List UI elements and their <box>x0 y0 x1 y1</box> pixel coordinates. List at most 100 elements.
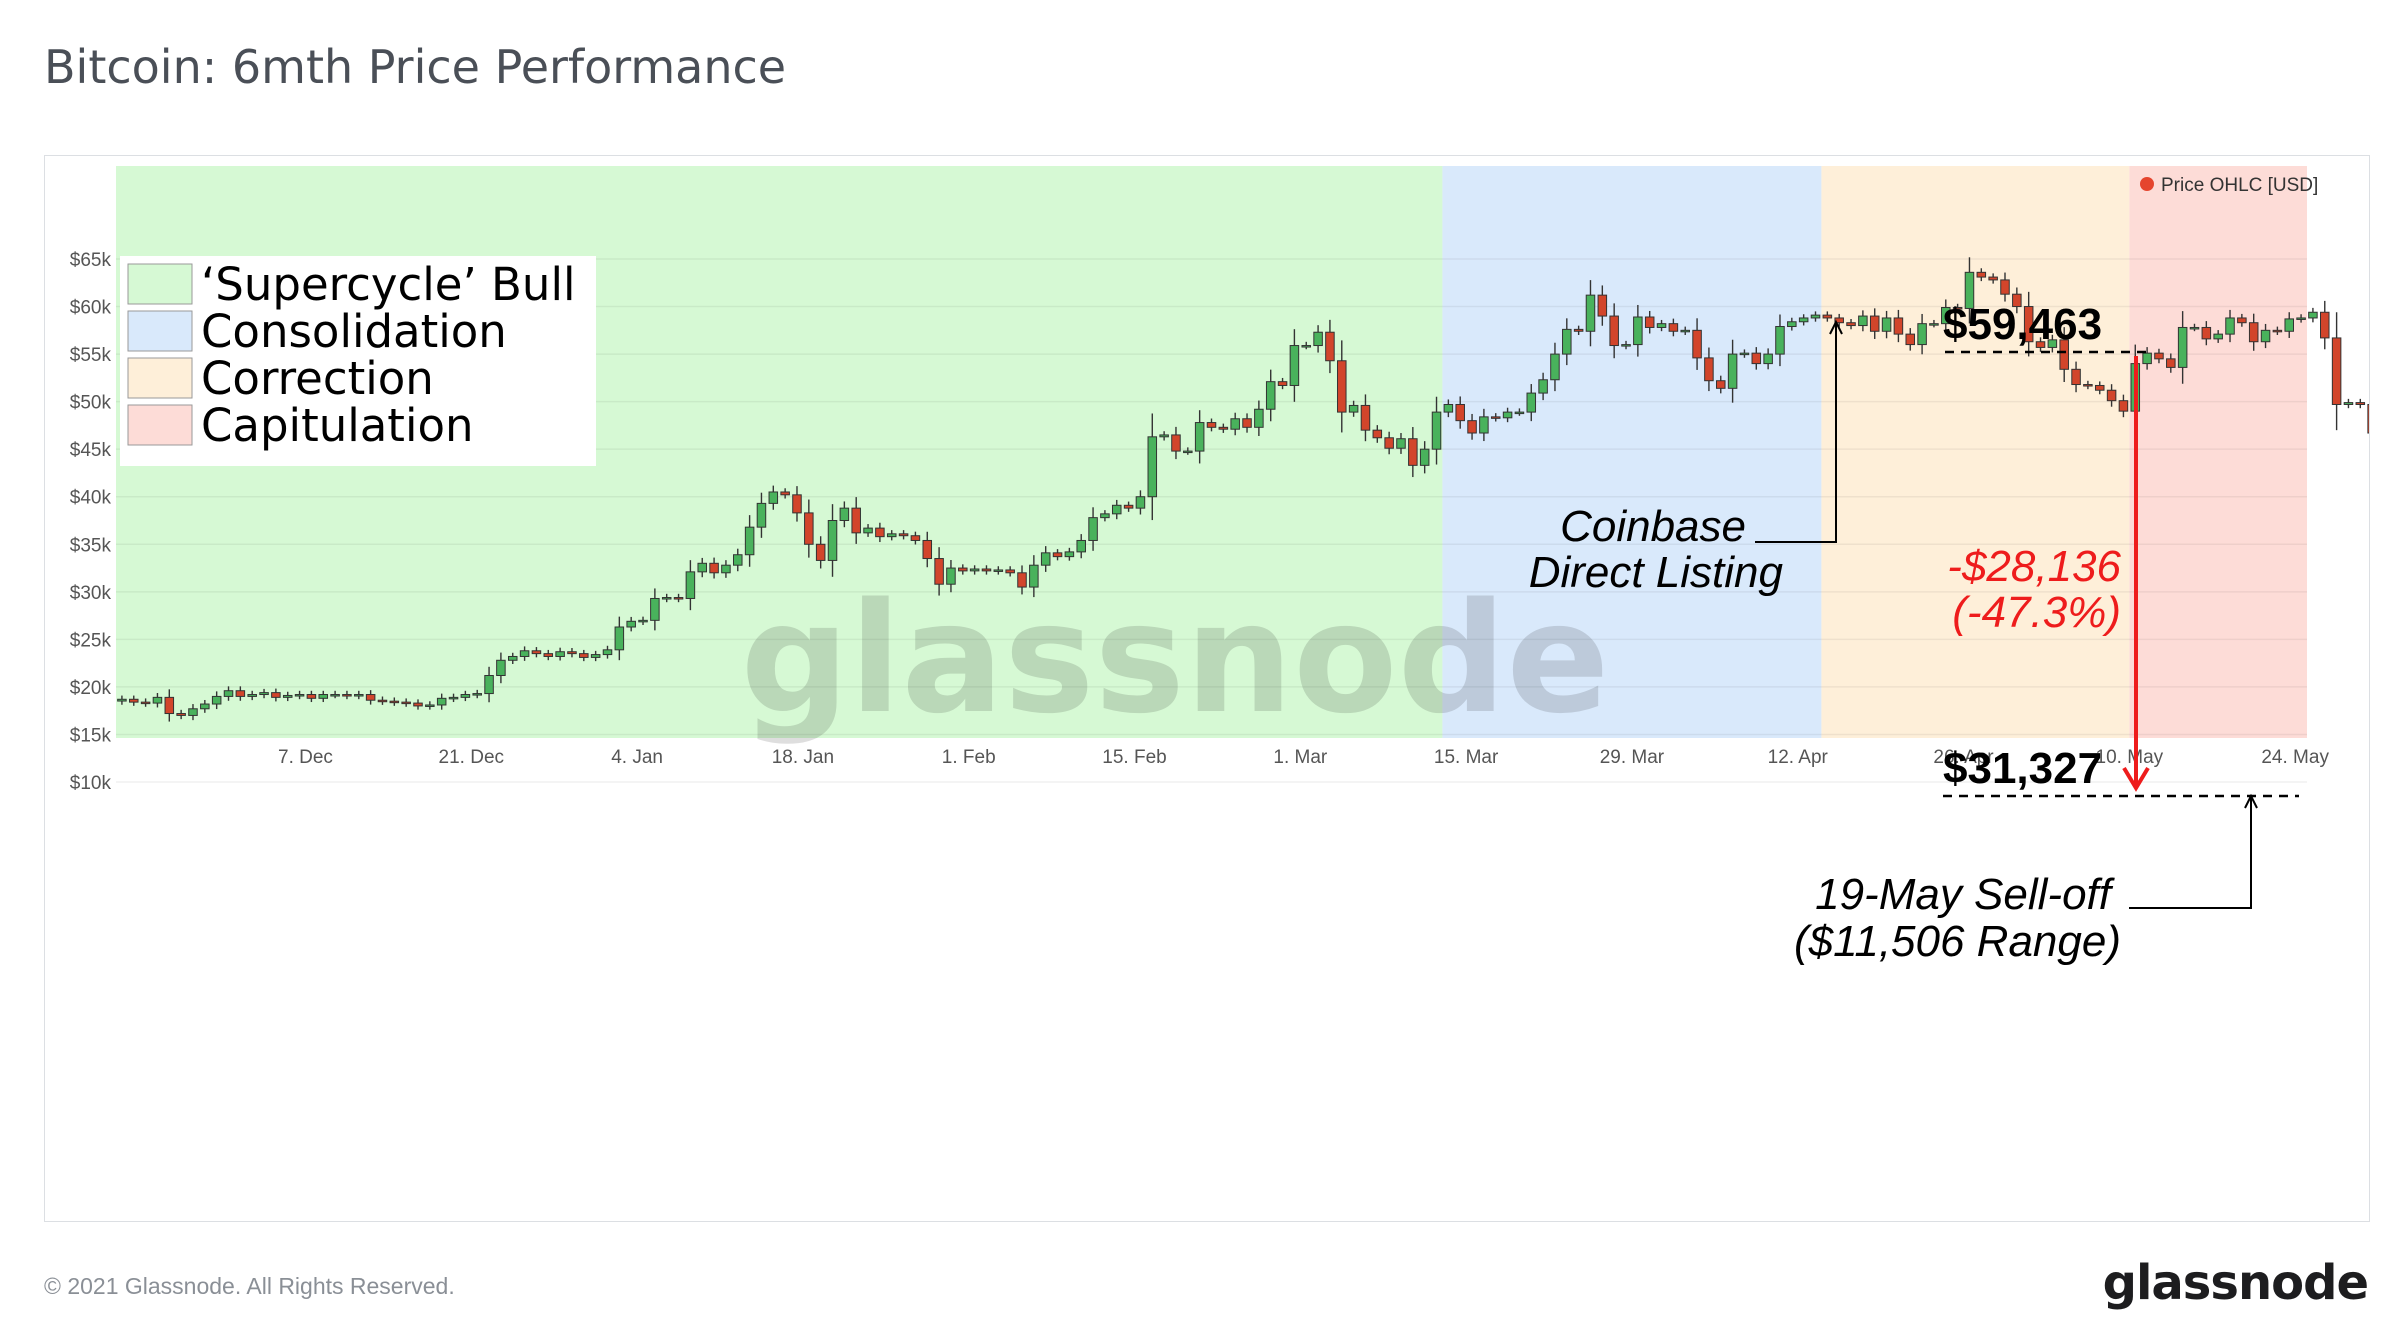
glassnode-logo[interactable]: glassnode <box>2102 1255 2369 1311</box>
candle-body <box>2367 403 2369 434</box>
candle-body <box>815 543 826 561</box>
candle-body <box>1111 504 1122 515</box>
candle-body <box>117 698 127 702</box>
candle-body <box>638 619 648 623</box>
candle-body <box>1633 316 1643 346</box>
drop-value-label: -$28,136 <box>1947 542 2121 591</box>
x-tick-label: 26. Apr <box>1933 747 1994 768</box>
candle-body <box>2142 352 2152 365</box>
candle-body <box>472 693 482 696</box>
candle-body <box>1088 517 1098 541</box>
candle-body <box>1135 496 1146 509</box>
candle-body <box>958 567 968 572</box>
candle-body <box>413 702 423 707</box>
candle-body <box>1005 569 1015 574</box>
y-tick-label: $10k <box>70 773 112 794</box>
candle-body <box>1668 323 1679 332</box>
x-tick-label: 15. Feb <box>1102 747 1166 768</box>
copyright-notice: © 2021 Glassnode. All Rights Reserved. <box>44 1273 455 1299</box>
legend-label-bull: ‘Supercycle’ Bull <box>201 258 575 311</box>
candle-body <box>602 649 613 656</box>
candle-body <box>2260 329 2271 343</box>
candle-body <box>496 659 506 676</box>
candle-body <box>733 554 743 566</box>
candle-body <box>1372 429 1383 439</box>
series-legend[interactable]: Price OHLC [USD] <box>2140 175 2318 196</box>
watermark: glassnode <box>741 570 1610 747</box>
candle-body <box>1562 328 1572 355</box>
candle-body <box>721 564 731 574</box>
candle-body <box>235 690 246 697</box>
candle-body <box>460 694 471 698</box>
candle-body <box>377 699 388 703</box>
candle-body <box>756 502 767 528</box>
candle-body <box>188 708 198 716</box>
candle-body <box>1076 539 1086 553</box>
x-tick-label: 29. Mar <box>1600 747 1665 768</box>
candle-body <box>1455 403 1465 422</box>
candle-body <box>342 694 352 697</box>
selloff-arrowhead <box>2244 793 2258 809</box>
candle-body <box>247 694 257 697</box>
candle-body <box>1988 276 1998 281</box>
candle-body <box>1692 329 1702 359</box>
candle-body <box>2284 318 2294 332</box>
candle-body <box>1206 422 1217 428</box>
candle-body <box>330 694 340 697</box>
candle-body <box>152 696 163 704</box>
candle-body <box>851 507 861 534</box>
selloff-connector <box>2129 798 2252 909</box>
candle-body <box>1905 333 1916 346</box>
candle-body <box>661 597 672 600</box>
candle-body <box>886 533 897 538</box>
candle-body <box>1265 381 1276 410</box>
x-tick-label: 12. Apr <box>1768 747 1829 768</box>
trough-price-label: $31,327 <box>1943 744 2102 793</box>
candle-body <box>934 558 944 585</box>
candle-body <box>567 651 577 655</box>
candle-body <box>1929 323 1939 326</box>
candle-body <box>282 694 293 698</box>
y-tick-label: $25k <box>70 630 112 651</box>
candle-body <box>839 507 850 522</box>
x-tick-label: 1. Mar <box>1273 747 1328 768</box>
candle-body <box>780 491 790 496</box>
candle-body <box>2213 333 2223 340</box>
candle-body <box>792 494 802 514</box>
candle-body <box>1171 434 1181 452</box>
candle-body <box>969 568 980 572</box>
candle-body <box>140 701 151 705</box>
legend-swatch-capitulation <box>127 404 193 446</box>
candle-body <box>626 620 636 628</box>
candle-body <box>1858 315 1868 327</box>
region-3 <box>2129 166 2307 738</box>
y-axis: $10k $15k $20k $25k $30k $35k $40k $45k $50k $55k… <box>70 250 112 794</box>
candle-body <box>1573 328 1584 332</box>
candle-body <box>946 567 956 585</box>
candle-body <box>1242 418 1252 428</box>
drop-percent-label: (-47.3%) <box>1952 588 2121 637</box>
candle-body <box>1230 418 1240 430</box>
candle-body <box>1431 411 1442 450</box>
candle-body <box>259 692 269 696</box>
candle-body <box>579 653 589 658</box>
candle-body <box>2012 293 2022 308</box>
candle-body <box>993 569 1004 572</box>
candle-body <box>1218 426 1229 430</box>
candle-body <box>2343 402 2354 405</box>
candle-body <box>1443 403 1454 413</box>
candle-body <box>306 694 317 699</box>
candle-body <box>804 512 814 545</box>
coinbase-connector <box>1755 324 1837 543</box>
candle-body <box>555 651 565 657</box>
candle-body <box>1822 314 1833 319</box>
candle-body <box>1159 434 1169 438</box>
candle-body <box>2225 317 2235 335</box>
candle-body <box>436 697 447 706</box>
candle-body <box>910 535 921 541</box>
selloff-label-line1: 19-May Sell-off <box>1815 870 2116 919</box>
candle-body <box>922 539 933 560</box>
candle-body <box>1952 306 1963 310</box>
candle-body <box>827 520 838 561</box>
candle-body <box>1502 411 1513 419</box>
